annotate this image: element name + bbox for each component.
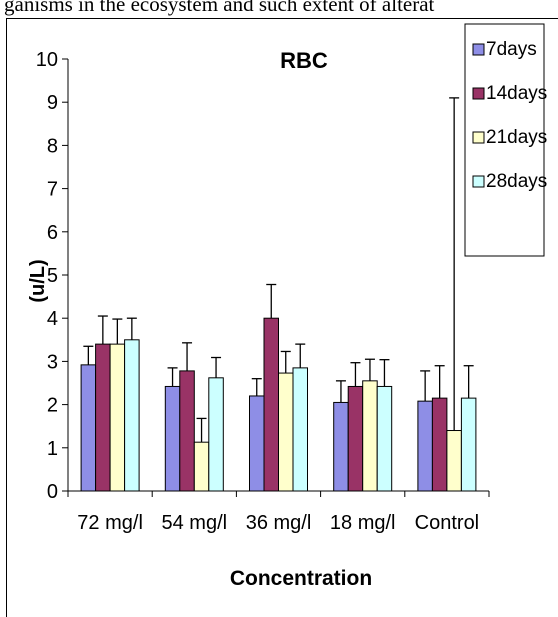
chart-container: RBC (u/L) Concentration 0 1 2 3 4 5 6 7 8 9 10 72 m…: [6, 18, 558, 617]
x-tick-label: 18 mg/l: [330, 512, 396, 534]
y-tick-label: 6: [47, 222, 58, 244]
y-tick-label: 2: [47, 395, 58, 417]
x-tick-label: 54 mg/l: [162, 512, 228, 534]
y-tick-label: 10: [36, 49, 58, 71]
bar: [431, 397, 448, 492]
y-tick-label: 1: [47, 438, 58, 460]
y-axis-label: (u/L): [27, 259, 49, 302]
bar: [347, 385, 364, 492]
legend-swatch: [472, 131, 485, 144]
bar-chart: RBC (u/L) Concentration 0 1 2 3 4 5 6 7 8 9 10 72 m…: [6, 18, 558, 617]
chart-title: RBC: [280, 48, 328, 73]
y-tick-label: 5: [47, 265, 58, 287]
y-tick-label: 4: [47, 308, 58, 330]
bar: [278, 372, 294, 492]
y-tick-label: 9: [47, 92, 58, 114]
bar: [208, 377, 224, 492]
bar: [333, 401, 349, 492]
bar: [95, 343, 111, 492]
page-text-fragment: ganisms in the ecosystem and such extent…: [4, 0, 435, 16]
legend-swatch: [472, 43, 485, 56]
bar: [446, 430, 462, 492]
bar: [164, 385, 181, 492]
x-axis-label: Concentration: [230, 567, 372, 590]
axes-layer: 0 1 2 3 4 5 6 7 8 9 10 72 mg/l 54 mg/l 36 mg/l 18 mg/l…: [36, 49, 490, 534]
legend-label: 14days: [486, 83, 547, 104]
bar: [179, 370, 195, 492]
bar: [417, 400, 433, 492]
bar: [193, 441, 210, 492]
bar: [362, 380, 378, 492]
legend-swatch: [472, 175, 485, 188]
bar: [80, 364, 97, 492]
bar: [460, 397, 477, 492]
legend-label: 7days: [486, 39, 537, 60]
legend-label: 21days: [486, 127, 547, 148]
bars-layer: [80, 97, 477, 492]
x-tick-label: 36 mg/l: [246, 512, 312, 534]
bar: [292, 367, 308, 492]
y-tick-label: 7: [47, 179, 58, 201]
legend: 7days 14days 21days 28days: [464, 23, 547, 257]
bar: [109, 343, 126, 492]
y-tick-label: 8: [47, 135, 58, 157]
y-tick-label: 0: [47, 481, 58, 503]
x-tick-label: Control: [415, 512, 479, 534]
y-tick-label: 3: [47, 351, 58, 373]
bar: [249, 395, 265, 492]
bar: [124, 339, 140, 492]
bar: [263, 317, 279, 492]
legend-label: 28days: [486, 171, 547, 192]
bar: [376, 385, 393, 492]
legend-swatch: [472, 87, 485, 100]
x-tick-label: 72 mg/l: [77, 512, 143, 534]
